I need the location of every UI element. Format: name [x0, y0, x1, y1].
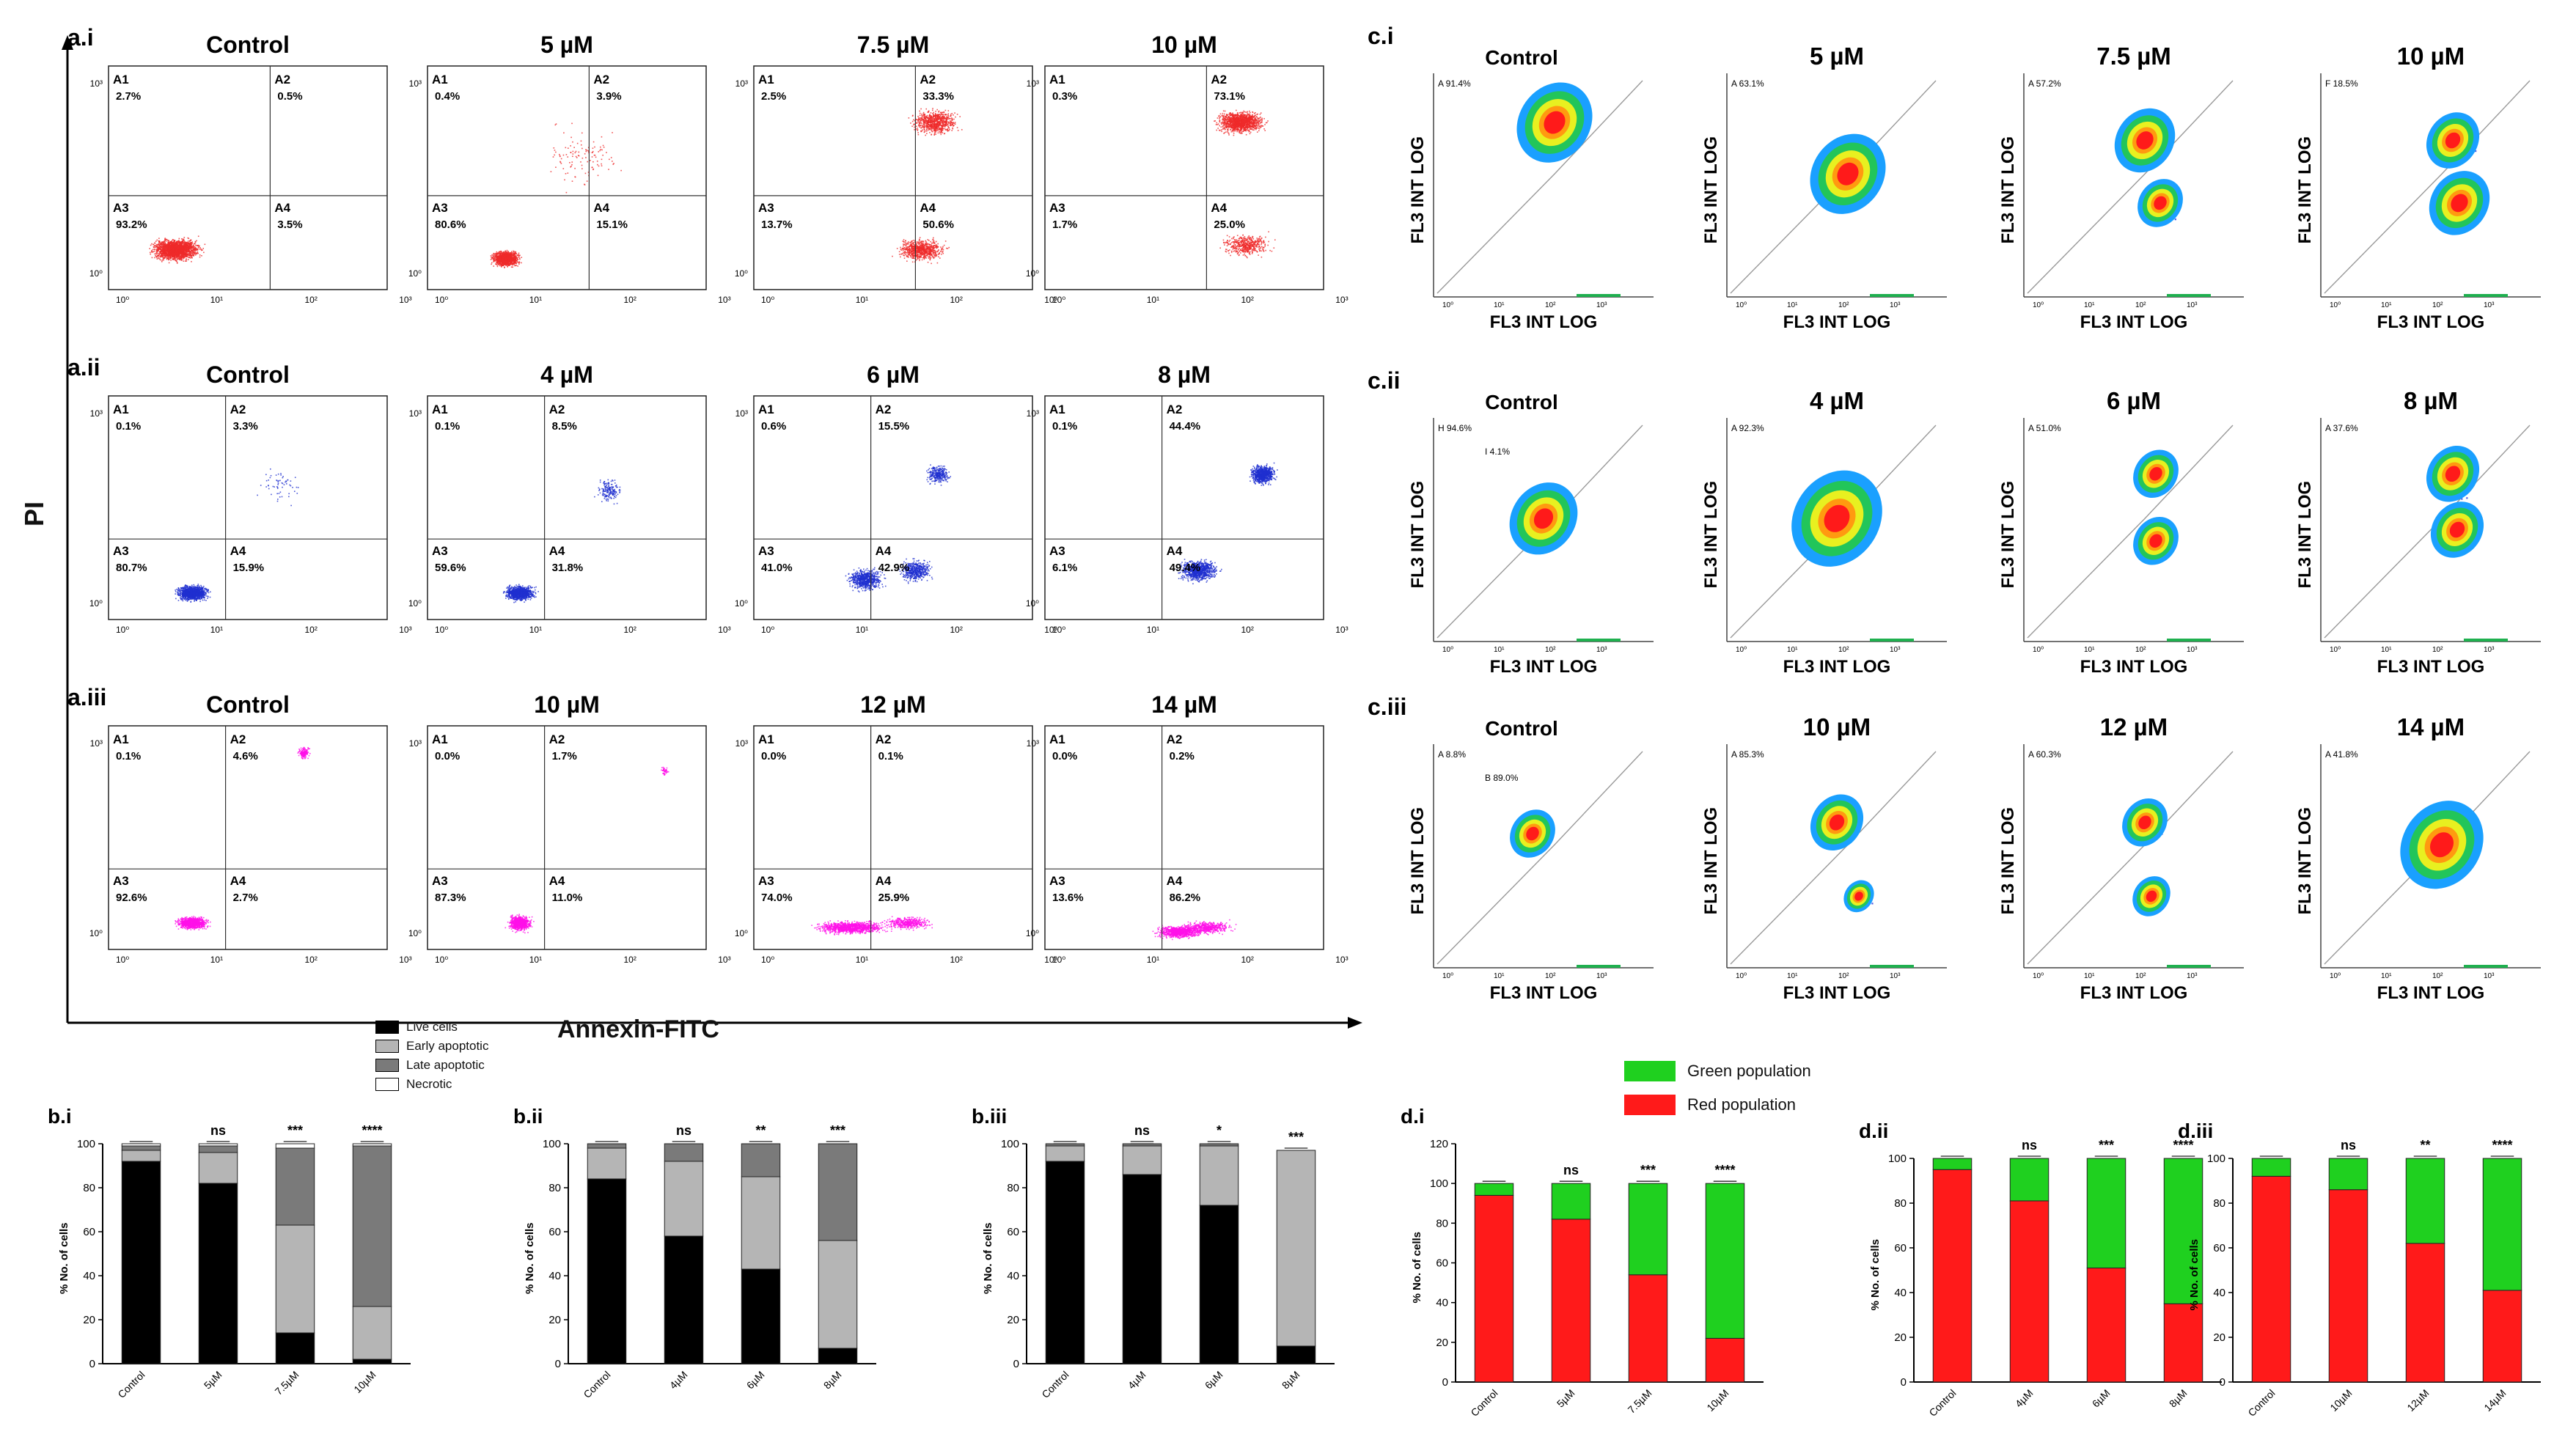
event-dot [154, 257, 155, 259]
event-dot [179, 238, 180, 240]
event-dot [158, 238, 160, 239]
event-dot [194, 253, 196, 254]
event-dot [181, 238, 183, 240]
event-dot [191, 257, 193, 258]
event-dot [161, 260, 163, 261]
event-dot [188, 240, 189, 242]
panel-label: a.i [67, 24, 94, 51]
event-dot [184, 243, 186, 245]
event-dot [151, 250, 153, 251]
plot-title: Control [206, 32, 290, 58]
event-dot [166, 240, 167, 242]
event-dot [150, 254, 151, 255]
event-dot [163, 260, 164, 261]
event-dot [150, 245, 152, 246]
event-dot [202, 248, 204, 249]
event-dot [189, 257, 191, 258]
event-dot [188, 257, 189, 258]
event-dot [199, 247, 201, 249]
event-dot [197, 251, 199, 253]
event-dot [198, 235, 199, 237]
event-dot [186, 260, 187, 261]
event-dot [157, 244, 158, 246]
event-dot [158, 246, 160, 248]
event-dot [155, 246, 156, 248]
event-dot [151, 243, 153, 245]
event-dot [152, 257, 153, 259]
event-dot [153, 249, 154, 251]
event-dot [195, 245, 197, 246]
event-dot [157, 258, 158, 260]
event-dot [161, 243, 163, 244]
quadrant-plot: ControlA12.7%A20.5%A393.2%A43.5%10⁰ 10¹ 10… [89, 32, 412, 305]
event-dot [149, 248, 150, 249]
event-dot [201, 249, 202, 250]
event-dot [196, 240, 197, 242]
event-dot [183, 258, 184, 260]
figure-canvas: a.i ControlA12.7%A20.5%A393.2%A43.5%10⁰ 10… [0, 0, 2576, 1437]
event-dot [185, 260, 186, 262]
event-dot [158, 243, 160, 245]
event-dot [186, 260, 187, 262]
event-dot [187, 238, 188, 239]
event-dot [201, 250, 202, 251]
event-dot [170, 260, 172, 261]
event-dot [191, 255, 192, 257]
event-dot [155, 255, 156, 257]
event-dot [162, 257, 164, 258]
event-dot [177, 262, 178, 264]
event-dot [177, 259, 178, 260]
event-dot [199, 257, 201, 258]
event-dot [195, 254, 197, 256]
event-dot [163, 258, 164, 260]
event-dot [155, 240, 157, 242]
event-dot [169, 262, 170, 264]
event-dot [161, 261, 163, 262]
event-dot [194, 250, 196, 251]
event-dot [180, 256, 181, 257]
event-dot [183, 260, 184, 262]
event-dot [151, 251, 153, 253]
plot-frame [109, 66, 387, 290]
